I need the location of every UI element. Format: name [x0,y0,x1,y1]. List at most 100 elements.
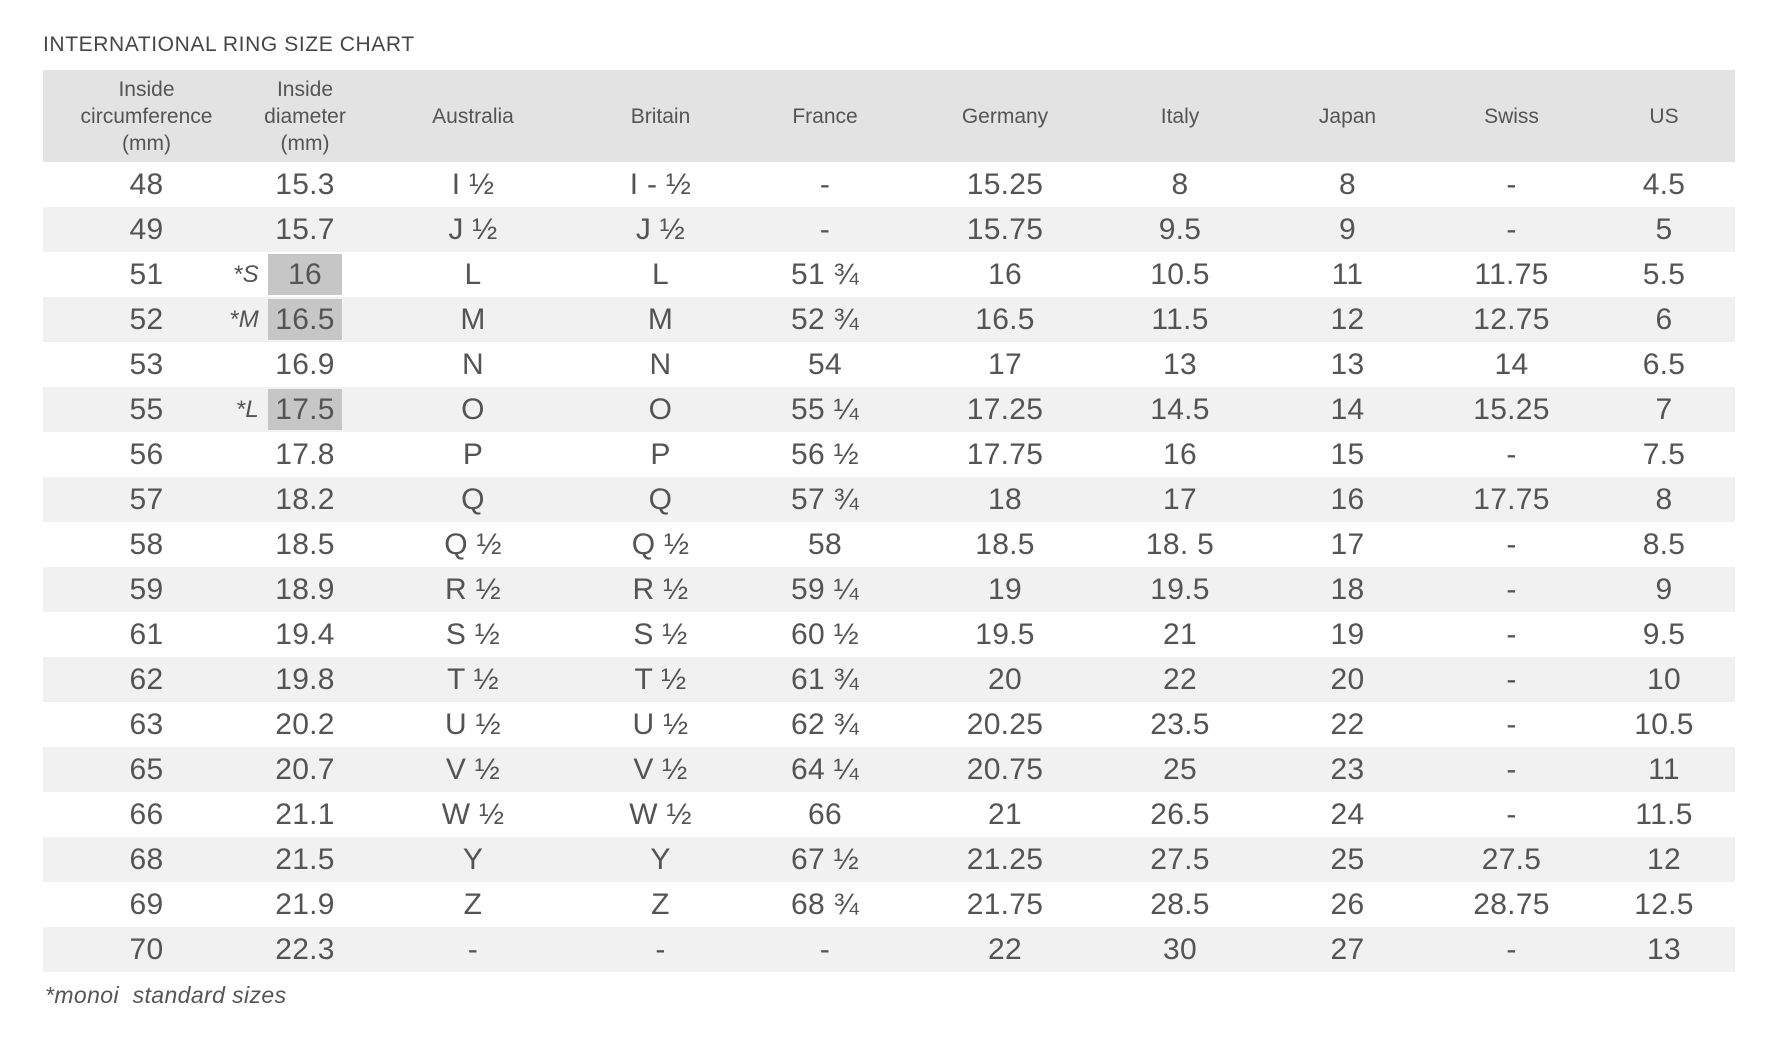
table-cell: - [1506,797,1517,831]
ring-size-table: Inside circumference (mm) Inside diameter… [43,70,1735,972]
table-cell: 20 [1330,662,1365,696]
table-cell: Z [651,887,670,921]
table-cell: 22 [1330,707,1365,741]
table-cell: 15 [1330,437,1365,471]
table-cell: 25 [1330,842,1365,876]
highlighted-size-value: 16 [268,254,342,295]
table-cell: 11.5 [1635,797,1693,831]
table-cell: 26 [1330,887,1365,921]
size-value: 18.5 [275,527,335,561]
table-cell: 15.7 [250,207,360,252]
table-cell: 52 [129,302,164,336]
table-cell: 64 ¼ [791,752,859,786]
table-cell: Z [463,887,483,921]
table-cell: 16.5 [975,302,1035,336]
column-header-mm: Inside circumference (mm) [43,70,250,162]
table-cell: 51 ¾ [791,257,859,291]
table-cell: 21 [1163,617,1197,651]
standard-size-marker: *L [235,395,259,423]
table-cell: 18.5 [250,522,360,567]
size-value: 19.8 [275,662,335,696]
table-cell: 4.5 [1642,167,1686,201]
table-cell: 22 [988,932,1022,966]
highlighted-size-value: 17.5 [268,389,342,430]
table-cell: O [648,392,673,426]
table-cell: 17.75 [1473,482,1550,516]
table-cell: 53 [129,347,164,381]
table-cell: 21.1 [250,792,360,837]
column-header-britain: Britain [586,70,735,162]
table-cell: *L 17.5 [236,387,360,432]
table-cell: 54 [808,347,842,381]
table-cell: 7 [1655,392,1673,426]
table-cell: 68 ¾ [791,887,859,921]
table-cell: 17.25 [966,392,1044,426]
size-value: 19.4 [275,617,335,651]
table-cell: 20.25 [966,707,1044,741]
table-cell: 8.5 [1642,527,1686,561]
table-row: 51 *S 16 L L 51 ¾ 16 10.5 11 11.75 5.5 [43,252,1735,297]
table-cell: 12 [1330,302,1365,336]
column-header-france: France [735,70,915,162]
table-cell: - [819,167,831,201]
table-cell: 62 [129,662,164,696]
table-cell: 15.25 [966,167,1044,201]
size-value: 21.5 [275,842,335,876]
table-cell: - [819,932,831,966]
table-cell: 26.5 [1150,797,1210,831]
table-cell: J ½ [635,212,686,246]
table-row: 53 16.9 N N 54 17 13 13 14 6.5 [43,342,1735,387]
table-cell: 13 [1163,347,1197,381]
table-cell: 19.4 [250,612,360,657]
table-cell: 22 [1163,662,1197,696]
table-cell: 61 [129,617,164,651]
table-cell: 9 [1655,572,1673,606]
table-cell: 21.9 [250,882,360,927]
table-cell: 69 [129,887,164,921]
table-cell: - [1506,212,1517,246]
table-cell: 63 [129,707,164,741]
table-cell: 18.2 [250,477,360,522]
table-row: 62 19.8 T ½ T ½ 61 ¾ 20 22 20 - 10 [43,657,1735,702]
table-cell: 60 ½ [791,617,859,651]
table-cell: 15.3 [250,162,360,207]
size-value: 20.2 [275,707,335,741]
table-cell: 16 [1330,482,1365,516]
table-cell: 19.8 [250,657,360,702]
table-cell: 28.5 [1150,887,1210,921]
table-cell: 8 [1339,167,1356,201]
table-cell: 14 [1494,347,1529,381]
table-cell: J ½ [448,212,498,246]
column-header-japan: Japan [1265,70,1430,162]
table-cell: 23.5 [1150,707,1210,741]
table-cell: 49 [129,212,164,246]
size-value: 15.7 [275,212,335,246]
table-cell: 9.5 [1642,617,1686,651]
table-cell: 66 [129,797,164,831]
table-cell: 19.5 [975,617,1035,651]
table-cell: 27 [1330,932,1365,966]
table-cell: 21 [988,797,1022,831]
table-cell: 56 ½ [791,437,859,471]
table-cell: 52 ¾ [791,302,859,336]
standard-size-marker: *S [233,260,259,288]
table-cell: 48 [129,167,164,201]
table-cell: - [819,212,831,246]
table-cell: 21.25 [966,842,1044,876]
size-value: 21.1 [275,797,335,831]
table-cell: S ½ [445,617,501,651]
highlighted-size-value: 16.5 [268,299,342,340]
table-cell: 17.75 [966,437,1044,471]
size-value: 15.3 [275,167,335,201]
table-cell: 51 [129,257,164,291]
size-value: 22.3 [275,932,335,966]
table-cell: 24 [1330,797,1365,831]
table-cell: I - ½ [629,167,692,201]
table-cell: 13 [1330,347,1365,381]
table-cell: 5 [1655,212,1673,246]
table-row: 69 21.9 Z Z 68 ¾ 21.75 28.5 26 28.75 12.5 [43,882,1735,927]
table-row: 61 19.4 S ½ S ½ 60 ½ 19.5 21 19 - 9.5 [43,612,1735,657]
table-cell: P [462,437,484,471]
page-root: INTERNATIONAL RING SIZE CHART Inside cir… [43,33,1735,1008]
table-cell: 66 [808,797,842,831]
